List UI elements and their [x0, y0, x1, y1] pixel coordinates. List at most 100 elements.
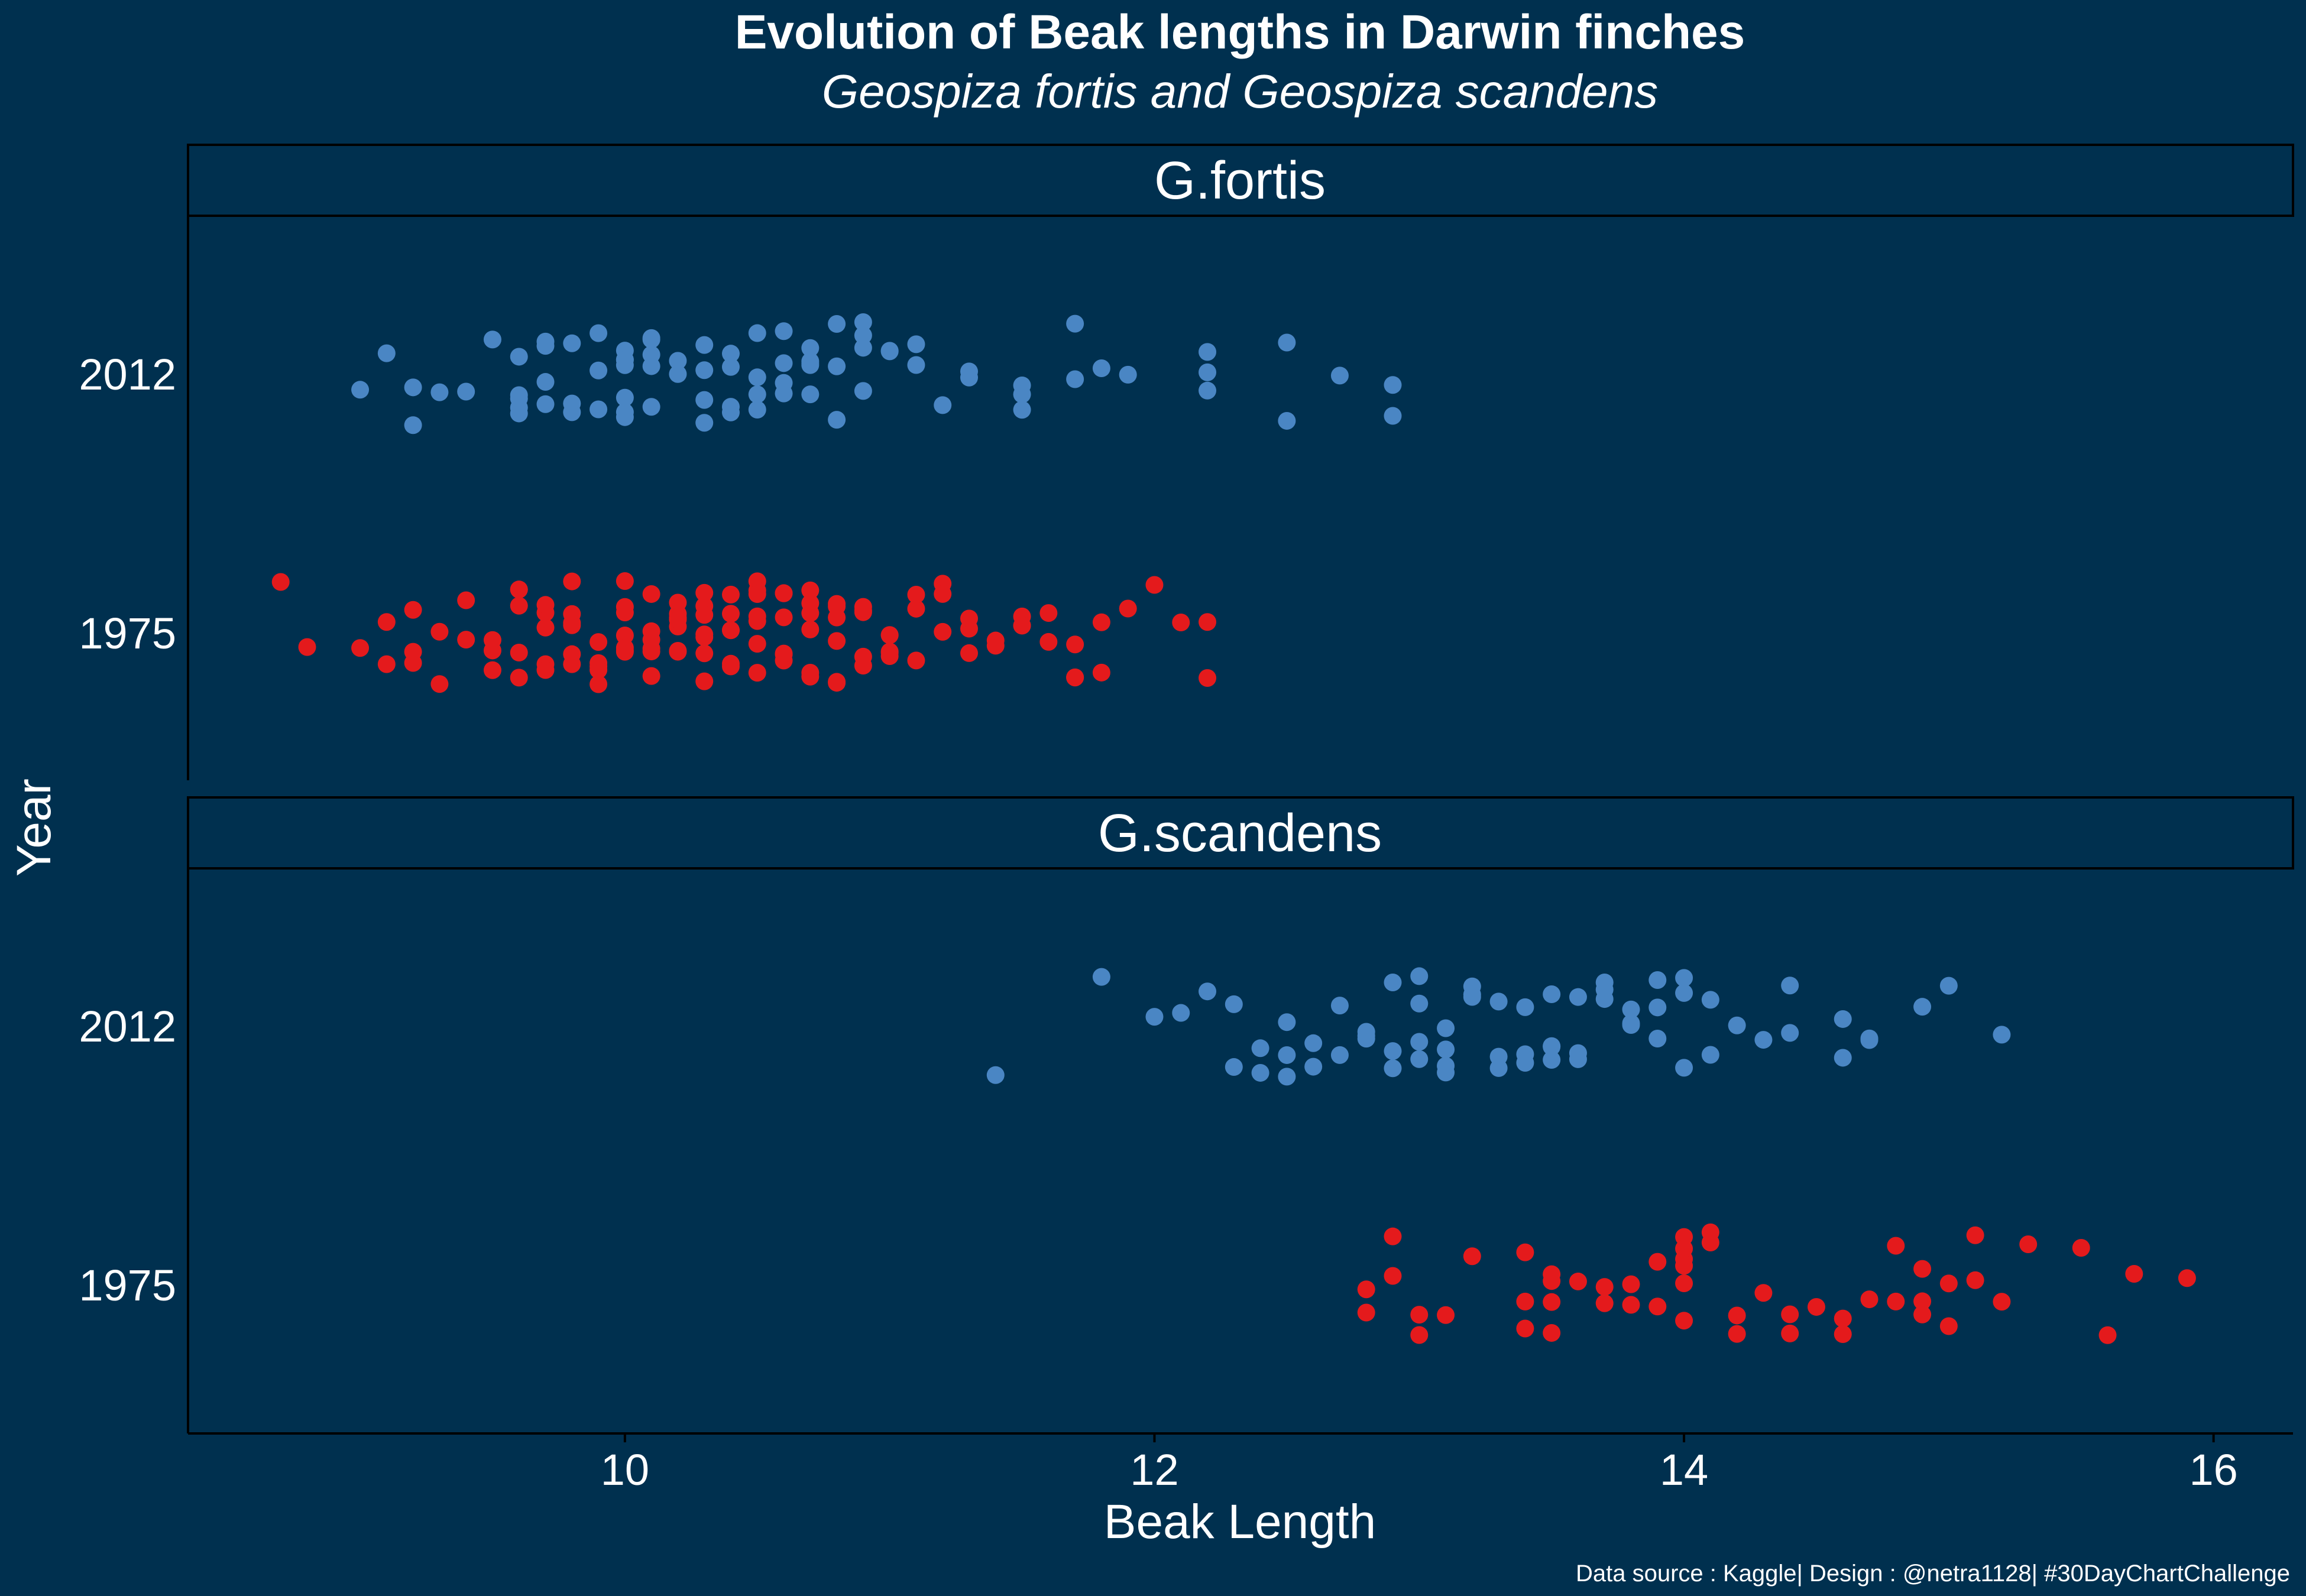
- point-g-scandens-1975-41: [1913, 1305, 1932, 1323]
- x-axis-title: Beak Length: [1104, 1495, 1377, 1549]
- point-g-fortis-2012-80: [1199, 363, 1217, 381]
- point-g-fortis-1975-62: [695, 625, 714, 644]
- point-g-scandens-1975-33: [1781, 1324, 1799, 1342]
- point-g-fortis-1975-123: [1092, 613, 1110, 631]
- point-g-fortis-1975-29: [563, 605, 581, 623]
- point-g-scandens-1975-39: [1887, 1292, 1905, 1310]
- point-g-fortis-2012-39: [695, 336, 714, 354]
- point-g-scandens-2012-59: [1701, 1046, 1719, 1064]
- x-tick-label-12: 12: [1130, 1445, 1178, 1494]
- point-g-fortis-1975-83: [801, 620, 820, 638]
- point-g-scandens-1975-16: [1595, 1294, 1614, 1312]
- y-tick-label-scandens-2012: 2012: [79, 1002, 176, 1051]
- point-g-fortis-1975-42: [616, 641, 634, 660]
- point-g-scandens-2012-11: [1278, 1013, 1296, 1031]
- point-g-fortis-1975-17: [510, 669, 528, 687]
- x-tick-label-10: 10: [601, 1445, 649, 1494]
- point-g-fortis-2012-78: [1199, 381, 1217, 400]
- point-g-scandens-2012-41: [1543, 985, 1561, 1003]
- point-g-fortis-1975-69: [748, 664, 766, 682]
- point-g-fortis-2012-0: [351, 381, 370, 399]
- point-g-scandens-2012-52: [1648, 971, 1667, 990]
- point-g-scandens-1975-17: [1595, 1278, 1614, 1296]
- point-g-fortis-2012-71: [1013, 401, 1031, 419]
- point-g-scandens-1975-34: [1781, 1305, 1799, 1323]
- point-g-fortis-2012-58: [828, 357, 846, 375]
- point-g-fortis-1975-64: [721, 654, 740, 673]
- point-g-fortis-1975-47: [642, 585, 660, 603]
- point-g-fortis-2012-35: [669, 365, 687, 383]
- point-g-scandens-2012-6: [1225, 995, 1243, 1013]
- y-axis-title: Year: [7, 778, 61, 877]
- point-g-scandens-1975-43: [1913, 1292, 1932, 1310]
- point-g-fortis-2012-5: [457, 382, 475, 401]
- point-g-scandens-1975-4: [1410, 1326, 1429, 1344]
- point-g-scandens-1975-35: [1807, 1297, 1825, 1316]
- point-g-scandens-1975-20: [1648, 1297, 1667, 1316]
- point-g-fortis-1975-128: [1199, 613, 1217, 631]
- point-g-fortis-1975-101: [880, 626, 899, 644]
- point-g-fortis-1975-72: [748, 635, 766, 653]
- point-g-fortis-2012-61: [854, 326, 872, 345]
- point-g-fortis-1975-106: [907, 651, 925, 670]
- point-g-fortis-2012-68: [934, 396, 952, 414]
- point-g-fortis-1975-0: [271, 573, 290, 591]
- point-g-scandens-1975-52: [2125, 1265, 2143, 1283]
- point-g-fortis-2012-73: [1013, 385, 1031, 404]
- point-g-fortis-2012-82: [1278, 333, 1296, 352]
- point-g-scandens-1975-38: [1860, 1290, 1879, 1309]
- point-g-fortis-1975-39: [616, 627, 634, 645]
- point-g-scandens-1975-30: [1728, 1325, 1746, 1343]
- point-g-fortis-1975-75: [748, 585, 766, 604]
- point-g-scandens-2012-69: [1939, 977, 1958, 995]
- point-g-scandens-2012-23: [1410, 1033, 1429, 1051]
- point-g-fortis-2012-11: [510, 348, 528, 366]
- point-g-scandens-1975-3: [1384, 1227, 1402, 1245]
- point-g-scandens-1975-13: [1543, 1323, 1561, 1342]
- point-g-fortis-1975-97: [854, 657, 872, 675]
- point-g-scandens-1975-2: [1384, 1267, 1402, 1285]
- point-g-fortis-1975-117: [1013, 617, 1031, 635]
- point-g-scandens-2012-12: [1304, 1034, 1323, 1052]
- point-g-fortis-1975-28: [563, 572, 581, 591]
- point-g-fortis-2012-36: [695, 414, 714, 432]
- point-g-fortis-1975-30: [563, 645, 581, 663]
- y-tick-label-fortis-2012: 2012: [79, 350, 176, 399]
- point-g-scandens-2012-57: [1675, 969, 1693, 987]
- point-g-scandens-2012-45: [1569, 988, 1587, 1006]
- point-g-fortis-2012-38: [695, 391, 714, 409]
- point-g-fortis-1975-68: [721, 585, 740, 604]
- point-g-fortis-2012-51: [775, 354, 793, 372]
- point-g-fortis-2012-37: [695, 361, 714, 379]
- point-g-fortis-2012-75: [1066, 370, 1084, 388]
- point-g-scandens-2012-65: [1834, 1010, 1852, 1028]
- point-g-scandens-1975-46: [1966, 1271, 1984, 1289]
- point-g-fortis-2012-44: [748, 368, 766, 387]
- point-g-scandens-2012-67: [1860, 1029, 1879, 1047]
- point-g-scandens-1975-0: [1357, 1280, 1375, 1299]
- point-g-scandens-1975-7: [1463, 1247, 1481, 1266]
- point-g-fortis-1975-45: [642, 667, 660, 685]
- chart-subtitle: Geospiza fortis and Geospiza scandens: [822, 65, 1658, 118]
- point-g-fortis-1975-58: [695, 583, 714, 602]
- point-g-scandens-2012-58: [1701, 991, 1719, 1009]
- point-g-fortis-1975-118: [1039, 632, 1058, 651]
- point-g-fortis-2012-66: [907, 356, 925, 374]
- point-g-fortis-1975-125: [1119, 599, 1137, 618]
- point-g-scandens-2012-55: [1675, 1059, 1693, 1077]
- point-g-fortis-1975-121: [1066, 668, 1084, 686]
- point-g-fortis-2012-34: [669, 352, 687, 370]
- point-g-scandens-1975-51: [2098, 1326, 2117, 1344]
- point-g-fortis-1975-73: [748, 612, 766, 630]
- point-g-fortis-2012-84: [1384, 407, 1402, 425]
- point-g-fortis-2012-20: [590, 324, 608, 342]
- point-g-fortis-2012-14: [536, 373, 555, 391]
- point-g-scandens-1975-15: [1569, 1272, 1587, 1290]
- point-g-fortis-2012-42: [721, 398, 740, 416]
- point-g-fortis-2012-33: [642, 345, 660, 364]
- point-g-scandens-1975-32: [1754, 1284, 1773, 1302]
- point-g-fortis-1975-8: [430, 675, 449, 693]
- point-g-scandens-1975-25: [1675, 1312, 1693, 1330]
- point-g-scandens-1975-18: [1622, 1275, 1640, 1293]
- point-g-scandens-2012-26: [1437, 1040, 1455, 1059]
